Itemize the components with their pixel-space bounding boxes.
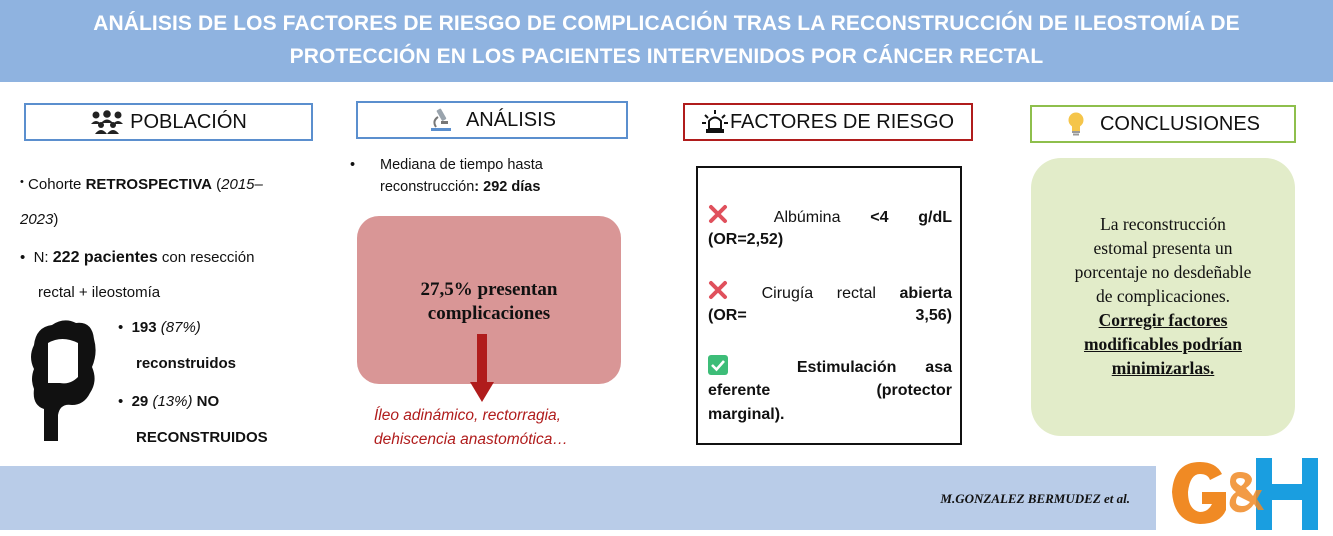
complications-line-1: 27,5% presentan <box>420 279 558 300</box>
poblacion-bullet-2-line2: rectal + ileostomía <box>38 284 161 301</box>
cross-icon <box>709 205 727 223</box>
risk-factor-2: Cirugía rectal abierta <box>708 280 952 306</box>
conclusion-line-5: Corregir factores <box>1098 310 1228 330</box>
complications-box: 27,5% presentan complicaciones <box>357 216 621 384</box>
gh-logo <box>1172 458 1318 530</box>
poblacion-bullet-2: • N: 222 pacientes con resección <box>20 249 255 266</box>
conclusion-line-1: La reconstrucción <box>1100 214 1226 234</box>
poblacion-sub-1: • 193 (87%) <box>118 319 201 336</box>
alarm-light-icon <box>701 110 728 133</box>
conclusion-line-3: porcentaje no desdeñable <box>1074 262 1252 282</box>
risk-factor-2-or: (OR= 3,56) <box>708 307 952 324</box>
section-analisis: ANÁLISIS <box>356 101 628 139</box>
section-conclusiones: CONCLUSIONES <box>1030 105 1296 143</box>
risk-factors-box: Albúmina <4 g/dL (OR=2,52) Cirugía recta… <box>696 166 962 445</box>
footer-bar: M.GONZALEZ BERMUDEZ et al. <box>0 466 1156 530</box>
colon-icon <box>31 320 96 441</box>
section-factores-label: FACTORES DE RIESGO <box>729 110 955 133</box>
complications-line-2: complicaciones <box>427 303 551 324</box>
author-credit: M.GONZALEZ BERMUDEZ et al. <box>940 491 1130 506</box>
section-poblacion-label: POBLACIÓN <box>130 110 247 133</box>
complications-list: Íleo adinámico, rectorragia, dehiscencia… <box>374 407 568 448</box>
header-banner: ANÁLISIS DE LOS FACTORES DE RIESGO DE CO… <box>0 0 1333 82</box>
section-factores: FACTORES DE RIESGO <box>683 103 973 141</box>
conclusion-line-7: minimizarlas. <box>1111 358 1215 378</box>
risk-factor-1-or: (OR=2,52) <box>708 231 784 248</box>
section-conclusiones-label: CONCLUSIONES <box>1099 112 1261 135</box>
people-icon <box>91 110 124 134</box>
check-icon <box>708 355 728 375</box>
analisis-bullet: • Mediana de tiempo hasta reconstrucción:… <box>350 157 543 195</box>
risk-factor-3: Estimulación asa <box>708 355 952 380</box>
poblacion-bullet-1-line2: 2023) <box>20 211 59 228</box>
microscope-icon <box>430 108 451 131</box>
poblacion-sub-2-line2: RECONSTRUIDOS <box>136 429 268 446</box>
conclusion-line-2: estomal presenta un <box>1093 238 1233 258</box>
risk-factor-1: Albúmina <4 g/dL <box>708 204 952 230</box>
conclusion-line-6: modificables podrían <box>1083 334 1242 354</box>
conclusion-box: La reconstrucción estomal presenta un po… <box>1031 158 1295 436</box>
poblacion-bullet-1: • Cohorte RETROSPECTIVA (2015– <box>20 176 263 193</box>
section-poblacion: POBLACIÓN <box>24 103 313 141</box>
risk-factor-3-line3: marginal). <box>708 406 785 423</box>
title-line-1: ANÁLISIS DE LOS FACTORES DE RIESGO DE CO… <box>93 12 1240 35</box>
title-line-2: PROTECCIÓN EN LOS PACIENTES INTERVENIDOS… <box>289 45 1044 68</box>
down-arrow-icon <box>470 334 494 402</box>
conclusion-line-4: de complicaciones. <box>1095 286 1231 306</box>
risk-factor-3-line2: eferente (protector <box>708 382 952 399</box>
section-analisis-label: ANÁLISIS <box>465 108 557 131</box>
poblacion-sub-1-line2: reconstruidos <box>136 355 237 372</box>
lightbulb-icon <box>1068 112 1084 136</box>
poblacion-sub-2: • 29 (13%) NO <box>118 393 220 410</box>
cross-icon <box>709 281 727 299</box>
